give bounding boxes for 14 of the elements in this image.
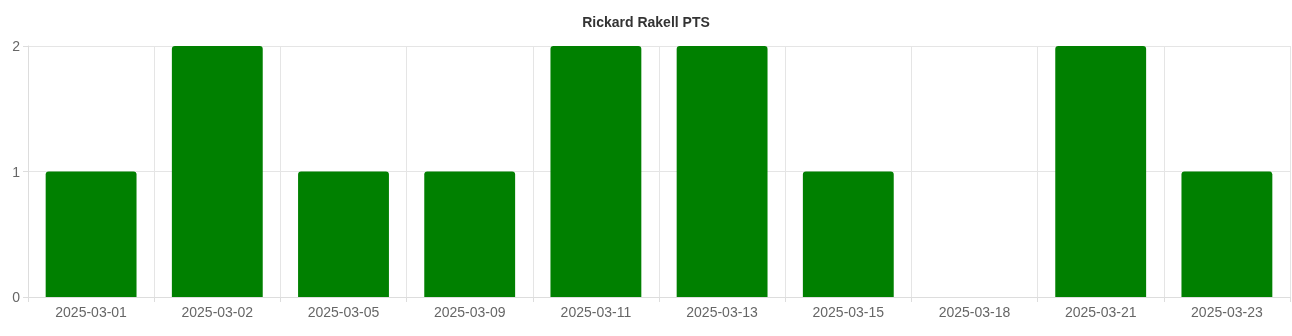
x-tick-label: 2025-03-05 <box>307 304 380 320</box>
x-tick-label: 2025-03-11 <box>560 304 632 320</box>
chart-title: Rickard Rakell PTS <box>582 14 710 30</box>
x-tick-label: 2025-03-13 <box>686 304 759 320</box>
y-tick-label: 0 <box>12 289 21 305</box>
x-tick-label: 2025-03-09 <box>433 304 506 320</box>
y-tick-label: 1 <box>12 163 21 180</box>
y-tick-label: 2 <box>12 38 21 54</box>
x-tick-label: 2025-03-21 <box>1064 304 1137 320</box>
x-tick-label: 2025-03-23 <box>1191 304 1263 320</box>
x-tick-label: 2025-03-01 <box>55 304 128 320</box>
x-tick-label: 2025-03-15 <box>812 304 885 320</box>
x-tick-label: 2025-03-02 <box>181 304 254 320</box>
x-tick-label: 2025-03-18 <box>938 304 1011 320</box>
